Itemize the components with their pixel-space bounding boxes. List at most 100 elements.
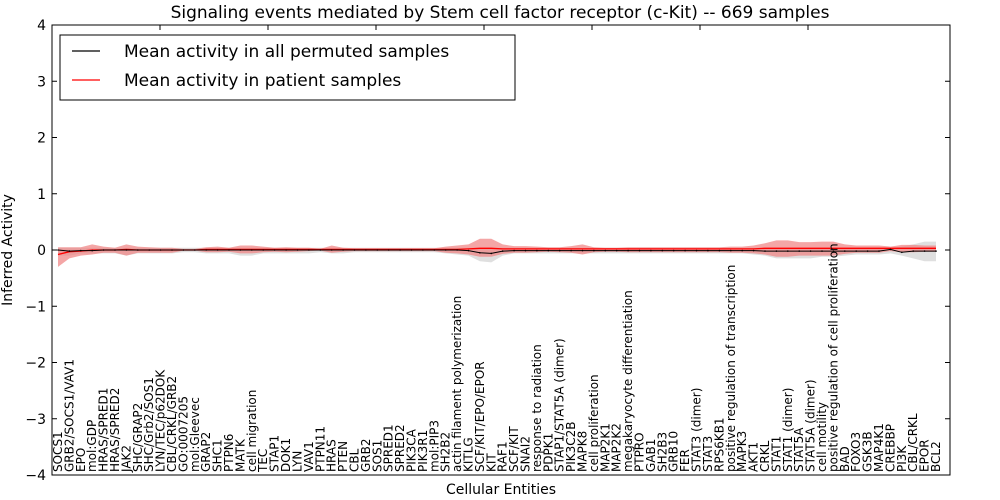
permuted-line <box>57 248 936 254</box>
permuted-point <box>901 251 903 254</box>
permuted-point <box>467 249 470 252</box>
y-tick-label: −2 <box>25 356 46 372</box>
permuted-point <box>319 249 322 251</box>
x-tick-label: GSK3B <box>861 431 875 472</box>
permuted-point <box>695 249 698 252</box>
x-tick-label: GRB2 <box>359 438 373 472</box>
permuted-point <box>205 249 207 251</box>
permuted-point <box>821 250 823 252</box>
x-tick-label: PTEN <box>336 441 350 472</box>
permuted-point <box>330 249 333 251</box>
permuted-point <box>832 250 835 252</box>
permuted-point <box>604 249 607 252</box>
permuted-point <box>171 249 173 251</box>
permuted-point <box>57 249 59 251</box>
y-tick-label: 4 <box>37 18 46 34</box>
permuted-point <box>935 250 937 252</box>
x-tick-label: HRAS/SPRED1 <box>97 388 111 472</box>
permuted-point <box>524 249 527 252</box>
x-tick-label: MAPK8 <box>576 431 590 472</box>
permuted-point <box>433 249 436 251</box>
y-tick-label: −1 <box>25 299 46 315</box>
x-tick-label: PDPK1 <box>541 433 555 472</box>
y-tick-label: 1 <box>37 187 46 203</box>
permuted-point <box>125 249 128 251</box>
x-tick-label: PIK3C2B <box>564 421 578 472</box>
permuted-point <box>558 249 561 252</box>
permuted-point <box>501 250 504 252</box>
x-tick-label: LYN <box>291 451 305 472</box>
y-tick-label: 3 <box>37 74 46 90</box>
x-tick-label: GRB10 <box>667 431 681 472</box>
x-tick-label: AKT1 <box>747 442 761 472</box>
x-tick-label: DOK1 <box>279 438 293 472</box>
x-tick-label: HRAS/SPRED2 <box>108 388 122 472</box>
permuted-point <box>661 249 664 252</box>
permuted-point <box>102 249 105 251</box>
y-tick-label: −4 <box>25 468 46 484</box>
permuted-point <box>80 249 82 252</box>
permuted-point <box>730 249 732 252</box>
permuted-point <box>684 249 686 252</box>
x-tick-label: SNAI2 <box>519 436 533 472</box>
permuted-point <box>456 249 458 251</box>
permuted-point <box>68 250 71 252</box>
x-tick-label: CBL/CRKL <box>906 413 920 472</box>
x-tick-label: SPRED1 <box>382 424 396 472</box>
x-tick-label: SHC1 <box>211 439 225 472</box>
permuted-point <box>593 249 595 252</box>
permuted-point <box>752 249 755 252</box>
x-tick-label: PTPN11 <box>313 426 327 472</box>
permuted-point <box>308 249 310 251</box>
x-tick-label: SHC/GRAP2 <box>131 403 145 472</box>
x-tick-label: mol:PIP3 <box>427 420 441 472</box>
permuted-point <box>866 250 869 252</box>
x-tick-label: EPO <box>74 448 88 472</box>
permuted-point <box>182 249 185 251</box>
legend-label-patient: Mean activity in patient samples <box>124 71 401 91</box>
x-tick-label: CBL/CRKL/GRB2 <box>165 376 179 472</box>
permuted-point <box>422 249 424 251</box>
x-tick-label: PI3K <box>895 445 909 472</box>
y-tick-label: 2 <box>37 131 46 147</box>
permuted-point <box>228 249 230 251</box>
permuted-point <box>285 249 287 251</box>
permuted-point <box>707 249 709 252</box>
permuted-point <box>239 249 242 251</box>
permuted-point <box>547 249 550 252</box>
x-tick-label: response to radiation <box>530 344 544 472</box>
x-tick-label: SCF/KIT/EPO/EPOR <box>473 361 487 472</box>
permuted-point <box>296 249 299 251</box>
permuted-point <box>376 249 379 251</box>
permuted-point <box>764 250 766 252</box>
permuted-point <box>342 249 344 251</box>
permuted-point <box>387 249 390 251</box>
x-tick-label: MATK <box>233 438 247 472</box>
permuted-point <box>91 249 93 252</box>
x-tick-label: positive regulation of cell proliferatio… <box>826 243 840 472</box>
x-tick-label: VAV1 <box>302 441 316 472</box>
x-tick-label: PIK3CA <box>405 428 419 472</box>
x-tick-label: GO:0007205 <box>176 396 190 472</box>
x-tick-label: CREBBP <box>883 424 897 472</box>
x-tick-label: MAP2K2 <box>610 423 624 472</box>
x-tick-label: PTPN6 <box>222 434 236 472</box>
x-tick-label: GRAP2 <box>199 432 213 472</box>
x-tick-label: CBL <box>348 448 362 472</box>
x-tick-label: KITLG <box>462 437 476 472</box>
x-tick-label: MAP2K1 <box>598 423 612 472</box>
permuted-point <box>399 249 401 251</box>
legend: Mean activity in all permuted samples Me… <box>59 34 516 101</box>
permuted-point <box>216 249 219 251</box>
x-tick-label: SOCS1 <box>51 431 65 472</box>
permuted-point <box>365 249 367 251</box>
x-tick-label: FOXO3 <box>849 432 863 472</box>
x-tick-label: KIT <box>484 453 498 472</box>
permuted-point <box>775 250 778 252</box>
permuted-point <box>159 249 162 251</box>
x-tick-label: BCL2 <box>929 441 943 472</box>
x-tick-label: GAB1 <box>644 439 658 472</box>
x-tick-label: STAT1 <box>769 436 783 472</box>
x-tick-label: SH2B2 <box>439 432 453 472</box>
